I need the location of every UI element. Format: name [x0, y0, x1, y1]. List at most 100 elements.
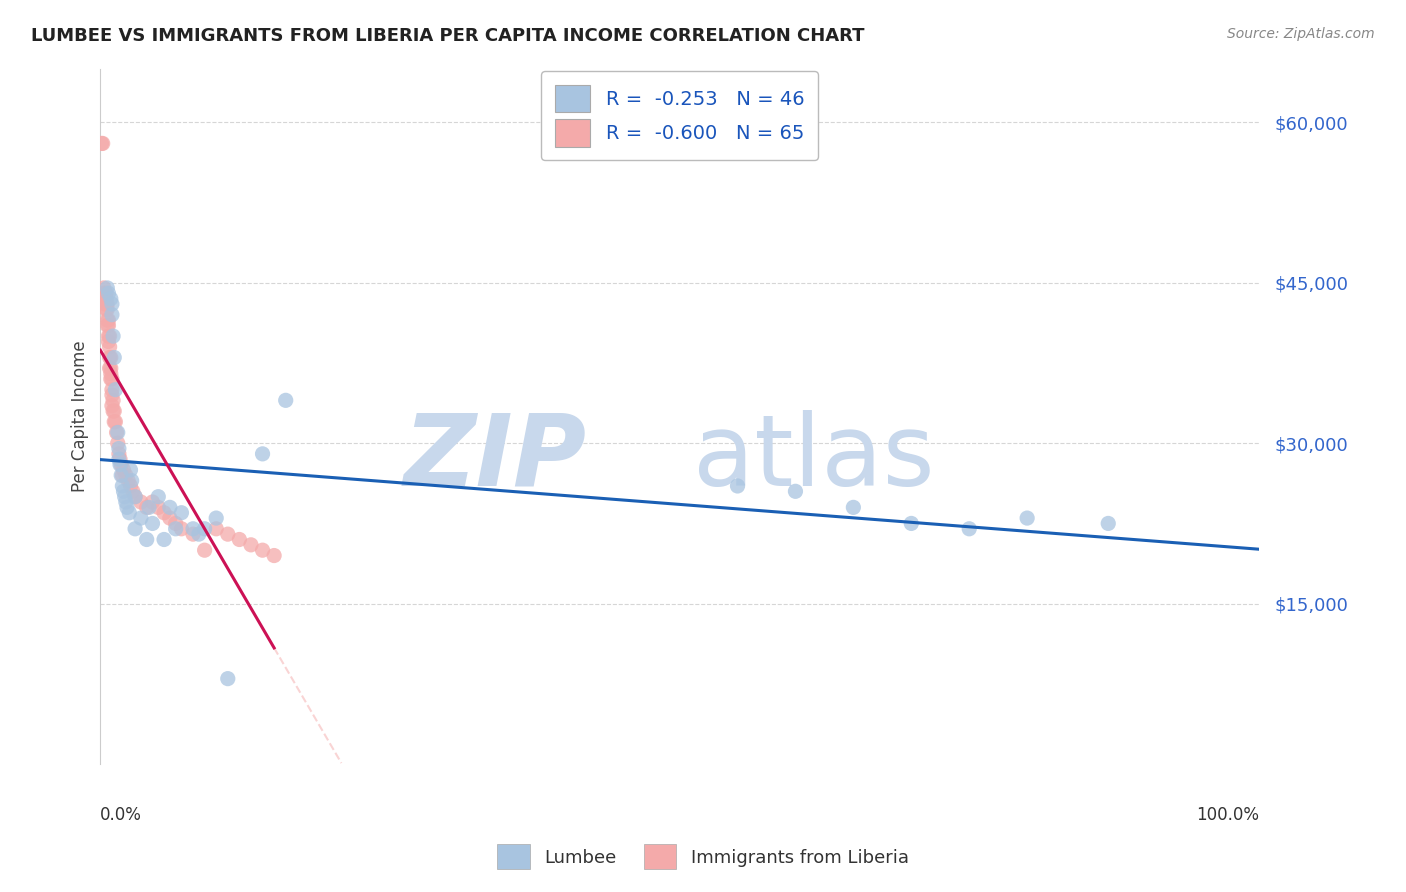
Point [96, 297, 118, 311]
Point [101, 383, 124, 397]
Point [121, 474, 143, 488]
Y-axis label: Per Capita Income: Per Capita Income [72, 341, 89, 492]
Point [141, 495, 163, 509]
Text: Source: ZipAtlas.com: Source: ZipAtlas.com [1227, 27, 1375, 41]
Point [103, 415, 125, 429]
Point [118, 506, 141, 520]
Point [94, 286, 117, 301]
Point [124, 490, 146, 504]
Point [110, 468, 132, 483]
Point [148, 490, 170, 504]
Point [165, 516, 187, 531]
Point [181, 522, 204, 536]
Point [129, 511, 152, 525]
Point [217, 527, 239, 541]
Point [108, 452, 131, 467]
Point [110, 458, 132, 472]
Point [96, 302, 118, 317]
Point [94, 286, 117, 301]
Point [112, 463, 135, 477]
Point [115, 495, 138, 509]
Point [96, 281, 118, 295]
Text: LUMBEE VS IMMIGRANTS FROM LIBERIA PER CAPITA INCOME CORRELATION CHART: LUMBEE VS IMMIGRANTS FROM LIBERIA PER CA… [31, 27, 865, 45]
Point [100, 361, 122, 376]
Point [181, 527, 204, 541]
Text: atlas: atlas [693, 409, 935, 507]
Point [97, 313, 120, 327]
Point [104, 415, 127, 429]
Point [159, 511, 181, 525]
Point [239, 538, 262, 552]
Point [111, 479, 134, 493]
Point [138, 500, 160, 515]
Point [112, 484, 135, 499]
Point [98, 340, 121, 354]
Point [153, 506, 176, 520]
Point [93, 292, 115, 306]
Point [100, 372, 122, 386]
Point [135, 533, 157, 547]
Point [842, 500, 865, 515]
Point [108, 458, 131, 472]
Point [153, 533, 176, 547]
Point [165, 522, 187, 536]
Point [120, 463, 142, 477]
Point [727, 479, 749, 493]
Point [94, 302, 117, 317]
Point [101, 399, 124, 413]
Point [94, 297, 117, 311]
Point [115, 468, 138, 483]
Point [107, 425, 129, 440]
Point [94, 297, 117, 311]
Point [135, 500, 157, 515]
Text: ZIP: ZIP [404, 409, 586, 507]
Point [104, 383, 127, 397]
Point [90, 136, 112, 151]
Point [205, 522, 228, 536]
Point [94, 292, 117, 306]
Point [97, 329, 120, 343]
Point [120, 479, 142, 493]
Legend: R =  -0.253   N = 46, R =  -0.600   N = 65: R = -0.253 N = 46, R = -0.600 N = 65 [541, 71, 818, 161]
Point [108, 447, 131, 461]
Text: 100.0%: 100.0% [1197, 806, 1258, 824]
Point [97, 318, 120, 333]
Point [97, 334, 120, 349]
Point [105, 425, 128, 440]
Point [263, 549, 285, 563]
Point [108, 442, 131, 456]
Point [91, 136, 114, 151]
Point [124, 490, 146, 504]
Point [124, 522, 146, 536]
Point [101, 329, 124, 343]
Point [785, 484, 807, 499]
Point [101, 404, 124, 418]
Point [141, 516, 163, 531]
Point [98, 361, 121, 376]
Point [115, 500, 138, 515]
Point [194, 543, 217, 558]
Point [187, 527, 209, 541]
Point [159, 500, 181, 515]
Point [170, 506, 193, 520]
Point [100, 367, 122, 381]
Point [117, 474, 139, 488]
Point [101, 372, 124, 386]
Point [96, 313, 118, 327]
Point [107, 436, 129, 450]
Point [98, 329, 121, 343]
Point [111, 468, 134, 483]
Point [100, 292, 122, 306]
Point [100, 351, 122, 365]
Point [1097, 516, 1119, 531]
Point [101, 393, 124, 408]
Point [170, 522, 193, 536]
Point [103, 351, 125, 365]
Point [228, 533, 250, 547]
Legend: Lumbee, Immigrants from Liberia: Lumbee, Immigrants from Liberia [488, 835, 918, 879]
Point [205, 511, 228, 525]
Point [1017, 511, 1039, 525]
Point [108, 452, 131, 467]
Text: 0.0%: 0.0% [100, 806, 142, 824]
Point [121, 484, 143, 499]
